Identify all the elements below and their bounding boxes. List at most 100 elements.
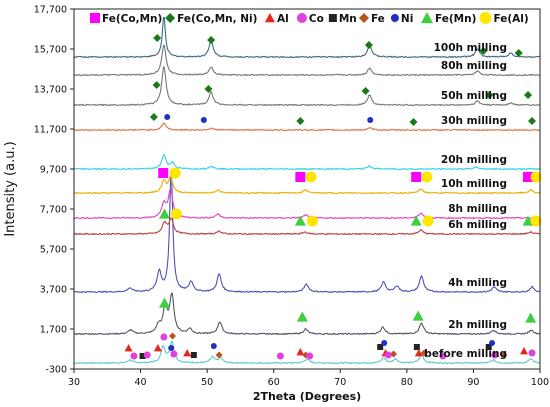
phase-marker-co (170, 350, 178, 358)
x-tick-label: 80 (401, 377, 413, 388)
phase-marker-fe-co-mn-ni (296, 117, 305, 125)
phase-marker-fe-co-mn-ni (153, 34, 162, 42)
y-tick-label: 11,700 (34, 125, 67, 136)
phase-marker-ni (489, 340, 496, 346)
phase-marker-fe-al (306, 215, 318, 227)
y-tick-label: 15,700 (34, 45, 67, 56)
x-tick-label: 90 (467, 377, 479, 388)
phase-marker-al (296, 348, 305, 356)
phase-marker-fe-al (305, 171, 317, 183)
legend-marker-fe-co-mn (90, 13, 100, 23)
y-tick-label: 13,700 (34, 85, 67, 96)
y-tick-label: 3,700 (40, 285, 67, 296)
x-tick-label: 40 (135, 377, 147, 388)
legend-label-fe-co-mn: Fe(Co,Mn) (102, 13, 162, 25)
phase-marker-fe-co-mn-ni (528, 117, 537, 125)
phase-marker-fe-co-mn-ni (204, 85, 213, 93)
y-axis-title: Intensity (a.u.) (3, 141, 18, 236)
phase-marker-fe (500, 351, 508, 359)
phase-marker-co (439, 352, 447, 360)
phase-marker-co (276, 352, 284, 360)
phase-marker-fe-co-mn-ni (485, 91, 494, 99)
series-label-100h-milling: 100h milling (434, 42, 507, 54)
phase-marker-fe-al (530, 171, 542, 183)
phase-marker-mn (377, 344, 384, 350)
phase-marker-al (520, 347, 529, 355)
phase-marker-co (130, 352, 138, 360)
plot-background (74, 9, 540, 369)
series-line-100h-milling (73, 16, 540, 59)
y-tick-label: 9,700 (40, 165, 67, 176)
phase-marker-fe-co-mn-ni (524, 91, 533, 99)
series-layer (73, 16, 541, 365)
phase-marker-fe-co-mn-ni (207, 36, 216, 44)
phase-marker-co (528, 349, 536, 357)
phase-marker-fe-al (171, 208, 183, 220)
series-label-20h-milling: 20h milling (441, 154, 507, 166)
phase-marker-fe-mn (525, 312, 537, 323)
phase-marker-co (306, 352, 314, 360)
phase-marker-fe-mn (296, 311, 308, 322)
legend-marker-fe (358, 13, 369, 23)
series-label-10h-milling: 10h milling (441, 178, 507, 190)
phase-marker-co (143, 351, 151, 359)
legend-label-fe-al: Fe(Al) (494, 13, 529, 25)
legend-marker-al (264, 13, 275, 23)
x-tick-label: 100 (531, 377, 549, 388)
series-label-before-milling: before milling (424, 348, 507, 360)
legend-label-mn: Mn (339, 13, 357, 25)
phase-marker-fe-co-mn (411, 172, 422, 182)
series-line-80h-milling (73, 44, 540, 77)
phase-marker-mn (139, 353, 146, 359)
phase-marker-fe-mn (159, 208, 171, 219)
phase-marker-fe-al (421, 171, 433, 183)
legend-marker-ni (390, 14, 399, 22)
legend-marker-fe-co-mn-ni (165, 13, 176, 23)
phase-marker-ni (381, 340, 388, 346)
series-line-10h-milling (73, 175, 541, 195)
phase-marker-fe-co-mn (523, 172, 534, 182)
phase-marker-fe-co-mn-ni (514, 49, 523, 57)
phase-marker-ni (367, 117, 374, 123)
x-axis-title: 2Theta (Degrees) (253, 390, 361, 403)
phase-marker-fe-mn (410, 215, 422, 226)
phase-marker-co (491, 351, 499, 359)
series-label-8h-milling: 8h milling (448, 203, 507, 215)
series-line-2h-milling (73, 292, 540, 336)
phase-marker-al (124, 344, 133, 352)
phase-marker-ni (164, 114, 171, 120)
series-labels: before milling 2h milling 4h milling 6h mil… (424, 42, 507, 360)
series-label-4h-milling: 4h milling (448, 277, 507, 289)
phase-marker-fe-co-mn-ni (149, 113, 158, 121)
legend-marker-fe-al (479, 12, 492, 24)
x-tick-label: 50 (201, 377, 213, 388)
series-line-4h-milling (73, 168, 540, 294)
phase-marker-fe-co-mn-ni (364, 41, 373, 49)
phase-marker-fe-co-mn-ni (152, 81, 161, 89)
legend-marker-fe-mn (421, 12, 434, 24)
plot-frame (73, 8, 541, 370)
series-line-6h-milling (73, 217, 540, 236)
series-label-6h-milling: 6h milling (448, 219, 507, 231)
series-label-2h-milling: 2h milling (448, 319, 507, 331)
series-line-before-milling (73, 340, 541, 365)
phase-marker-al (183, 349, 192, 357)
y-tick-label: 1,700 (40, 325, 67, 336)
series-label-30h-milling: 30h milling (441, 115, 507, 127)
series-line-30h-milling (73, 122, 541, 132)
phase-marker-ni (168, 345, 175, 351)
phase-marker-al (153, 344, 162, 352)
series-label-80h-milling: 80h milling (441, 60, 507, 72)
phase-marker-fe-mn (412, 310, 424, 321)
legend-marker-co (296, 13, 307, 23)
phase-marker-fe-mn (159, 297, 171, 308)
series-line-8h-milling (73, 188, 540, 220)
phase-marker-ni (210, 343, 217, 349)
phase-marker-fe-mn (522, 215, 534, 226)
phase-marker-fe (420, 349, 428, 357)
phase-marker-fe-al (422, 215, 434, 227)
y-tick-label: -300 (45, 365, 67, 376)
phase-marker-fe (169, 332, 177, 340)
phase-marker-layer (124, 34, 542, 360)
